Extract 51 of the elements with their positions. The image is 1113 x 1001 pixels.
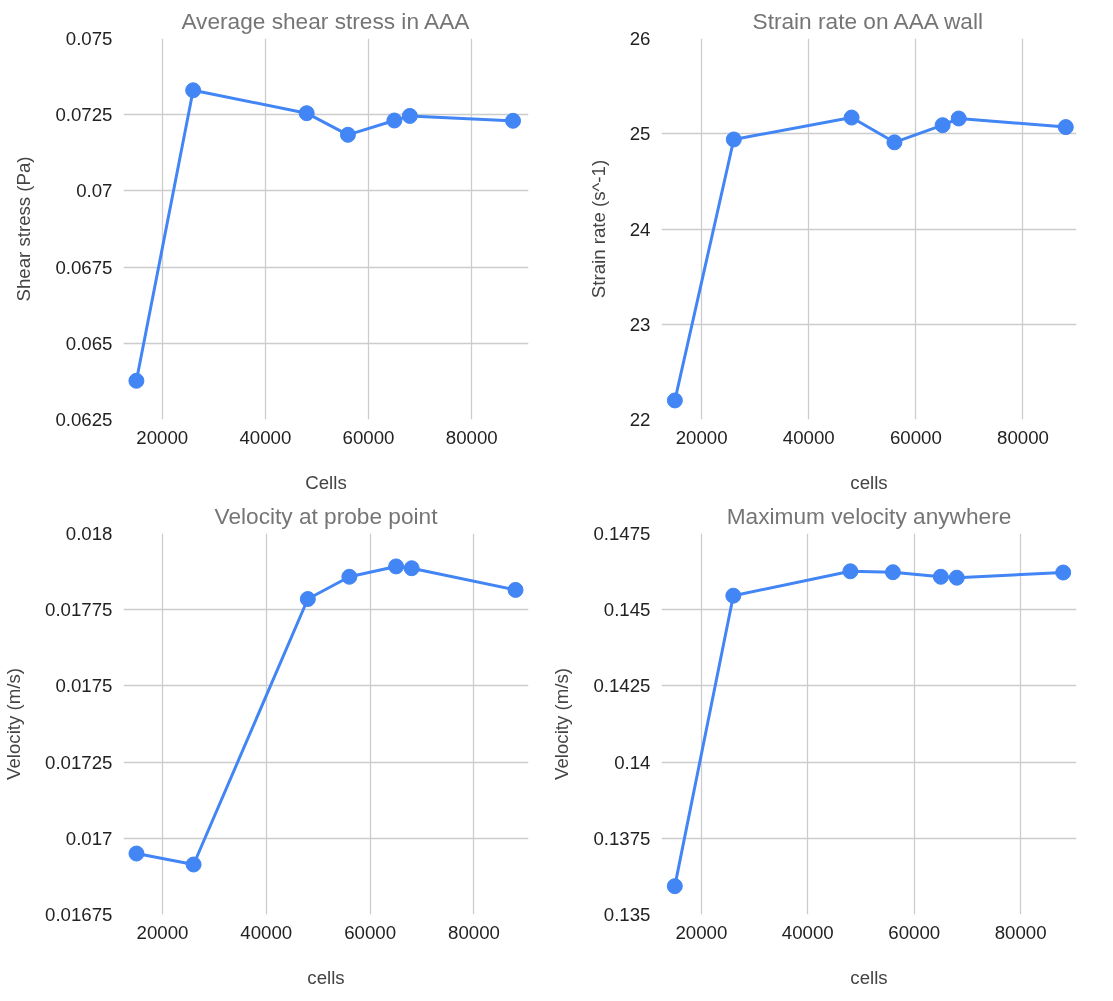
x-axis-title: cells bbox=[307, 966, 345, 988]
chart-title: Average shear stress in AAA bbox=[181, 7, 471, 34]
y-axis-title: Velocity (m/s) bbox=[551, 668, 573, 780]
y-tick-label: 26 bbox=[629, 28, 651, 49]
y-tick-label: 0.1475 bbox=[593, 523, 651, 544]
x-tick-label: 40000 bbox=[781, 921, 834, 943]
y-tick-label: 0.0175 bbox=[55, 675, 113, 697]
y-tick-label: 0.0625 bbox=[55, 409, 113, 430]
y-tick-label: 0.017 bbox=[65, 827, 113, 849]
x-tick-label: 40000 bbox=[782, 426, 835, 448]
y-tick-label: 0.0725 bbox=[55, 104, 113, 126]
y-tick-label: 0.065 bbox=[65, 332, 113, 354]
y-tick-label: 23 bbox=[629, 313, 651, 335]
x-tick-label: 20000 bbox=[675, 426, 728, 448]
x-tick-label: 80000 bbox=[994, 921, 1047, 943]
y-tick-label: 0.01725 bbox=[45, 751, 113, 773]
y-axis-title: Strain rate (s^-1) bbox=[587, 159, 609, 299]
y-tick-label: 0.018 bbox=[65, 523, 113, 544]
x-tick-label: 20000 bbox=[675, 921, 728, 943]
x-tick-label: 40000 bbox=[239, 426, 292, 448]
x-tick-label: 80000 bbox=[997, 426, 1049, 448]
x-tick-label: 20000 bbox=[136, 426, 189, 448]
y-tick-label: 0.0675 bbox=[55, 256, 113, 278]
x-tick-label: 40000 bbox=[240, 921, 293, 943]
y-tick-label: 24 bbox=[629, 218, 651, 240]
x-axis-title: Cells bbox=[305, 471, 347, 493]
y-tick-label: 0.14 bbox=[614, 751, 651, 773]
y-tick-label: 0.075 bbox=[65, 28, 113, 49]
chart-title: Strain rate on AAA wall bbox=[752, 7, 983, 34]
y-tick-label: 0.01775 bbox=[45, 599, 113, 621]
y-tick-label: 0.135 bbox=[603, 904, 651, 925]
y-tick-label: 22 bbox=[629, 409, 651, 430]
x-axis-title: cells bbox=[850, 471, 888, 493]
y-tick-label: 0.01675 bbox=[45, 904, 113, 925]
x-tick-label: 80000 bbox=[445, 426, 498, 448]
x-axis-title: cells bbox=[850, 966, 888, 988]
y-tick-label: 25 bbox=[629, 123, 651, 145]
x-tick-label: 80000 bbox=[448, 921, 500, 943]
x-tick-label: 60000 bbox=[888, 921, 941, 943]
y-axis-title: Shear stress (Pa) bbox=[13, 156, 35, 302]
chart-title: Maximum velocity anywhere bbox=[726, 502, 1012, 529]
x-tick-label: 60000 bbox=[344, 921, 397, 943]
x-tick-label: 60000 bbox=[342, 426, 395, 448]
x-tick-label: 60000 bbox=[889, 426, 942, 448]
chart-title: Velocity at probe point bbox=[214, 502, 439, 529]
y-axis-title: Velocity (m/s) bbox=[3, 668, 25, 780]
x-tick-label: 20000 bbox=[136, 921, 189, 943]
y-tick-label: 0.07 bbox=[76, 180, 113, 202]
y-tick-label: 0.1425 bbox=[593, 675, 651, 697]
y-tick-label: 0.145 bbox=[603, 599, 651, 621]
y-tick-label: 0.1375 bbox=[593, 827, 651, 849]
